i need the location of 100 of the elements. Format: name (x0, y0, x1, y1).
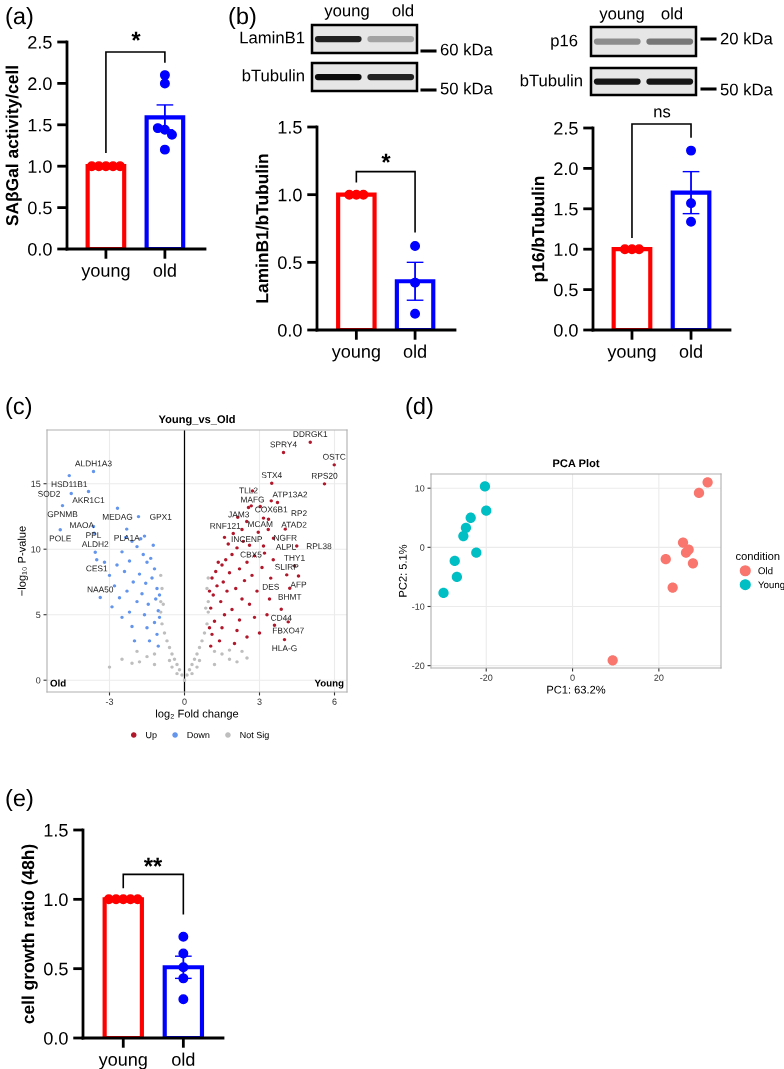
text: (b) (229, 7, 256, 29)
annotation: POLE (49, 535, 72, 542)
annotation: Old (50, 679, 66, 687)
annotation: COX6B1 (255, 506, 288, 513)
text: p16 (551, 34, 578, 50)
text: (a) (6, 7, 33, 29)
annotation: ** (143, 857, 163, 867)
y-tick-label: 0.0 (28, 242, 52, 256)
annotation: RPL38 (306, 543, 332, 550)
point (465, 512, 476, 523)
y-tick-label: 1.0 (28, 160, 52, 173)
point (157, 615, 162, 620)
legend-title: condition (736, 551, 780, 561)
annotation: MAOA (70, 522, 94, 529)
point (451, 571, 463, 583)
point (172, 657, 177, 661)
point (220, 652, 224, 656)
point (677, 537, 689, 548)
annotation: THY1 (284, 554, 305, 561)
annotation: GPX1 (150, 513, 172, 520)
text: young (599, 10, 644, 23)
y-tick-label: 2.5 (28, 35, 52, 49)
y-tick-label: 1.0 (44, 893, 68, 907)
y-tick-label: 0.5 (44, 962, 68, 976)
y-tick-label: 1.5 (554, 202, 578, 216)
annotation: ALDH1A3 (74, 460, 112, 467)
x-tick-label: old (679, 344, 702, 358)
annotation: PPL (86, 532, 102, 539)
y-axis-title: −log₁₀ P-value (17, 526, 28, 596)
annotation: ATP13A2 (272, 491, 308, 498)
annotation: SPRY4 (270, 441, 297, 448)
annotation: DES (262, 583, 279, 590)
x-tick-label: 6 (332, 698, 337, 705)
annotation: HLA-G (272, 645, 297, 652)
y-tick-label: 2.5 (554, 121, 578, 135)
y-tick-label: 5 (36, 611, 41, 619)
point (122, 569, 127, 574)
y-axis-title: cell growth ratio (48h) (21, 844, 38, 1024)
point (195, 665, 199, 669)
point (167, 658, 172, 663)
annotation: HSD11B1 (51, 481, 88, 488)
point (91, 469, 96, 474)
point (481, 505, 492, 516)
chart-title: Young_vs_Old (158, 415, 235, 426)
y-tick-label: 1.5 (28, 118, 52, 132)
point (125, 589, 129, 593)
point (150, 576, 154, 580)
text: * (131, 31, 141, 41)
y-tick-label: 1.5 (278, 121, 302, 134)
text: 60 kDa (440, 43, 493, 56)
point (115, 563, 119, 567)
text: old (661, 7, 683, 20)
point (86, 489, 91, 494)
point (607, 655, 618, 666)
text: bTubulin (520, 74, 582, 87)
point (159, 573, 163, 578)
x-tick-label: 3 (257, 698, 262, 705)
point (438, 587, 449, 599)
annotation: ALPL (275, 543, 296, 550)
annotation: AKR1C1 (72, 497, 105, 504)
text: old (392, 4, 414, 17)
point (200, 639, 204, 643)
point (110, 605, 114, 609)
point (130, 661, 134, 665)
point (170, 665, 174, 669)
annotation: BHMT (278, 593, 302, 600)
point (142, 613, 147, 617)
x-tick-label: old (403, 344, 426, 358)
x-axis-title: log₂ Fold change (156, 709, 239, 720)
annotation: RNF121 (210, 522, 241, 529)
point (102, 560, 107, 565)
point (120, 550, 124, 554)
point (187, 668, 192, 672)
point (197, 658, 202, 663)
point (167, 645, 172, 650)
text: LaminB1 (240, 31, 305, 44)
point (140, 592, 144, 596)
y-tick-label: -20 (412, 662, 425, 669)
text: bTubulin (242, 69, 304, 82)
legend-label: Young (758, 581, 784, 591)
annotation: CES1 (86, 565, 108, 572)
point (479, 481, 491, 492)
x-tick-label: -20 (480, 674, 493, 681)
y-tick-label: 10 (31, 546, 41, 553)
point (702, 477, 713, 488)
point (197, 645, 202, 650)
legend-label: Down (187, 731, 210, 739)
annotation: AFP (290, 581, 307, 588)
y-tick-label: 0 (420, 544, 425, 551)
point (227, 657, 232, 661)
annotation: STX4 (261, 472, 282, 479)
y-tick-label: 10 (415, 485, 425, 492)
chart-title: PCA Plot (553, 459, 600, 468)
annotation: CD44 (271, 614, 292, 621)
point (136, 514, 141, 519)
point (117, 595, 122, 600)
point (60, 503, 65, 508)
point (458, 530, 469, 542)
y-tick-label: 0.0 (278, 323, 302, 337)
text: 50 kDa (720, 83, 773, 96)
